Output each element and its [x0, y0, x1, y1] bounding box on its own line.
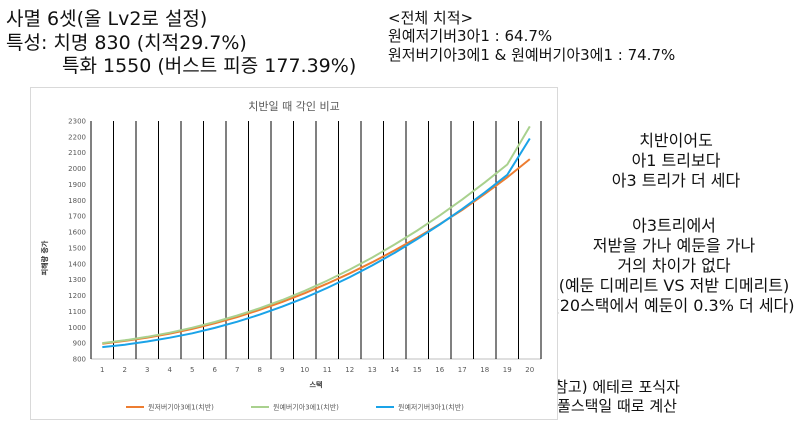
x-tick-label: 11	[323, 366, 332, 374]
header-line-2: 특성: 치명 830 (치적29.7%)	[6, 32, 247, 54]
x-tick-label: 3	[145, 366, 149, 374]
x-axis-label: 스택	[310, 380, 323, 389]
note-2-line: (예둔 디메리트 VS 저받 디메리트)	[558, 276, 790, 295]
chart-grid	[90, 121, 542, 360]
chart-legend: 원저버기아3에1(치반) 원예버기아3에1(치반) 원예저기버3아1(치반)	[126, 403, 464, 412]
x-tick-label: 20	[525, 366, 534, 374]
note-1-line: 아3 트리가 더 세다	[611, 171, 741, 190]
x-tick-label: 7	[235, 366, 239, 374]
note-2-line: 저받을 가나 예둔을 가나	[592, 236, 756, 255]
crit-summary-line-2: 원저버기아3에1 & 원예버기아3에1 : 74.7%	[388, 46, 676, 64]
y-tick-label: 1000	[68, 324, 86, 332]
x-tick-label: 8	[258, 366, 262, 374]
series-line-2	[102, 125, 531, 345]
note-2-line: 아3트리에서	[632, 216, 716, 235]
x-tick-label: 1	[100, 366, 104, 374]
series-line-3	[102, 137, 531, 349]
crit-summary-line-1: 원예저기버3아1 : 64.7%	[388, 27, 553, 45]
y-tick-label: 2000	[68, 165, 86, 173]
y-tick-label: 2200	[68, 133, 86, 141]
legend-label: 원예버기아3에1(치반)	[273, 403, 339, 412]
y-axis-label: 피해량 증가	[40, 240, 49, 275]
x-tick-label: 2	[123, 366, 127, 374]
chart-svg: 치반일 때 각인 비교 8009001000110012001300140015…	[40, 99, 542, 412]
legend-label: 원예저기버3아1(치반)	[398, 403, 464, 412]
note-1-line: 아1 트리보다	[631, 151, 721, 170]
note-2-line: (20스택에서 예둔이 0.3% 더 세다)	[553, 296, 795, 315]
chart-title: 치반일 때 각인 비교	[248, 99, 339, 113]
note-2: 아3트리에서 저받을 가나 예둔을 가나 거의 차이가 없다 (예둔 디메리트 …	[548, 216, 800, 316]
x-tick-labels: 1 2 3 4 5 6 7 8 9 10 11 12 13 14 15 16 17 18 19 20	[100, 366, 534, 374]
x-tick-label: 16	[435, 366, 444, 374]
line-chart: 치반일 때 각인 비교 800 900 1000 1100 1200 1300 1400 15…	[30, 87, 558, 420]
note-2-line: 거의 차이가 없다	[617, 256, 731, 275]
note-1: 치반이어도 아1 트리보다 아3 트리가 더 세다	[596, 131, 756, 191]
x-tick-label: 17	[458, 366, 467, 374]
x-tick-label: 13	[368, 366, 377, 374]
y-tick-label: 1300	[68, 276, 86, 284]
note-3-line: 참고) 에테르 포식자	[554, 378, 680, 396]
series-lines	[102, 125, 531, 349]
x-tick-label: 19	[503, 366, 512, 374]
x-tick-label: 10	[300, 366, 309, 374]
x-tick-label: 4	[168, 366, 173, 374]
crit-summary-title: <전체 치적>	[388, 9, 474, 27]
y-tick-label: 2300	[68, 118, 86, 126]
note-1-line: 치반이어도	[639, 131, 713, 150]
y-tick-label: 1100	[68, 308, 86, 316]
y-tick-label: 2100	[68, 149, 86, 157]
note-3: 참고) 에테르 포식자 풀스택일 때로 계산	[548, 378, 686, 416]
y-tick-label: 1400	[68, 260, 86, 268]
x-tick-label: 12	[345, 366, 354, 374]
note-3-line: 풀스택일 때로 계산	[557, 397, 677, 415]
header-line-3: 특화 1550 (버스트 피증 177.39%)	[62, 55, 357, 77]
y-tick-label: 1800	[68, 197, 86, 205]
header-line-1: 사멸 6셋(올 Lv2로 설정)	[6, 8, 208, 30]
x-tick-label: 5	[190, 366, 194, 374]
y-tick-label: 1700	[68, 213, 86, 221]
y-tick-label: 900	[73, 340, 86, 348]
legend-label: 원저버기아3에1(치반)	[148, 403, 214, 412]
y-tick-label: 1600	[68, 229, 86, 237]
y-tick-label: 1500	[68, 244, 86, 252]
x-tick-label: 14	[390, 366, 399, 374]
x-tick-label: 6	[213, 366, 218, 374]
x-tick-label: 18	[480, 366, 489, 374]
x-tick-label: 9	[280, 366, 284, 374]
y-tick-label: 1900	[68, 181, 86, 189]
y-tick-label: 800	[73, 356, 86, 364]
y-tick-label: 1200	[68, 292, 86, 300]
y-tick-labels: 800 900 1000 1100 1200 1300 1400 1500 1600 1700 18…	[68, 118, 86, 364]
x-tick-label: 15	[413, 366, 422, 374]
